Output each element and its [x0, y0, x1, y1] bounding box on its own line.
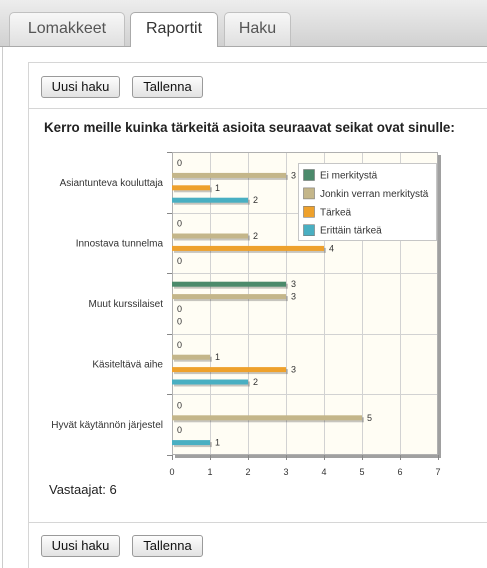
data-label-tarkea-asiantunteva-kouluttaja: 1	[215, 183, 220, 193]
x-tick-label-2: 2	[245, 467, 250, 477]
data-label-erittain-tarkea-hyvat-kaytannon-jarjestel: 1	[215, 438, 220, 448]
x-tick-label-6: 6	[397, 467, 402, 477]
save-button-bottom[interactable]: Tallenna	[132, 535, 203, 557]
data-label-tarkea-hyvat-kaytannon-jarjestel: 0	[177, 425, 182, 435]
bar-jonkin-verran-merkitysta-muut-kurssilaiset	[172, 294, 286, 300]
tab-bar: Lomakkeet Raportit Haku	[0, 0, 487, 47]
x-tick-label-4: 4	[321, 467, 326, 477]
tab-lomakkeet[interactable]: Lomakkeet	[9, 12, 125, 46]
data-label-erittain-tarkea-kasiteltava-aihe: 2	[253, 377, 258, 387]
legend-label-ei-merkitysta: Ei merkitystä	[320, 171, 378, 182]
data-label-ei-merkitysta-hyvat-kaytannon-jarjestel: 0	[177, 400, 182, 410]
bar-erittain-tarkea-asiantunteva-kouluttaja	[172, 197, 248, 203]
respondents-summary: Vastaajat: 6	[49, 482, 117, 498]
tab-panel-border	[2, 47, 3, 568]
bar-jonkin-verran-merkitysta-kasiteltava-aihe	[172, 354, 210, 360]
plot-border	[172, 152, 438, 455]
x-tick-label-7: 7	[435, 467, 440, 477]
category-label-kasiteltava-aihe: Käsiteltävä aihe	[92, 360, 163, 371]
question-heading: Kerro meille kuinka tärkeitä asioita seu…	[44, 120, 455, 135]
tab-haku[interactable]: Haku	[224, 12, 291, 46]
x-tick-label-0: 0	[169, 467, 174, 477]
data-label-jonkin-verran-merkitysta-innostava-tunnelma: 2	[253, 231, 258, 241]
legend-swatch-tarkea	[303, 206, 315, 218]
category-label-muut-kurssilaiset: Muut kurssilaiset	[89, 299, 164, 310]
divider-top	[28, 108, 487, 109]
data-label-jonkin-verran-merkitysta-asiantunteva-kouluttaja: 3	[291, 170, 296, 180]
data-label-ei-merkitysta-kasiteltava-aihe: 0	[177, 340, 182, 350]
bar-erittain-tarkea-hyvat-kaytannon-jarjestel	[172, 440, 210, 446]
respondents-label: Vastaajat:	[49, 482, 106, 497]
new-search-button-top[interactable]: Uusi haku	[41, 76, 120, 98]
data-label-tarkea-innostava-tunnelma: 4	[329, 243, 334, 253]
report-box	[28, 62, 487, 568]
data-label-tarkea-kasiteltava-aihe: 3	[291, 365, 296, 375]
category-label-asiantunteva-kouluttaja: Asiantunteva kouluttaja	[60, 178, 164, 189]
data-label-jonkin-verran-merkitysta-muut-kurssilaiset: 3	[291, 292, 296, 302]
bar-jonkin-verran-merkitysta-innostava-tunnelma	[172, 233, 248, 239]
bar-jonkin-verran-merkitysta-asiantunteva-kouluttaja	[172, 172, 286, 178]
legend-label-erittain-tarkea: Erittäin tärkeä	[320, 226, 382, 237]
legend-swatch-jonkin-verran-merkitysta	[303, 187, 315, 200]
legend	[298, 163, 437, 241]
category-label-innostava-tunnelma: Innostava tunnelma	[76, 238, 164, 249]
save-button-top[interactable]: Tallenna	[132, 76, 203, 98]
bar-tarkea-asiantunteva-kouluttaja	[172, 185, 210, 191]
bar-jonkin-verran-merkitysta-hyvat-kaytannon-jarjestel	[172, 415, 362, 421]
legend-label-tarkea: Tärkeä	[320, 207, 352, 218]
respondents-count: 6	[109, 482, 117, 497]
legend-swatch-ei-merkitysta	[303, 169, 315, 181]
x-tick-label-1: 1	[207, 467, 212, 477]
x-tick-label-5: 5	[359, 467, 364, 477]
data-label-jonkin-verran-merkitysta-hyvat-kaytannon-jarjestel: 5	[367, 413, 372, 423]
data-label-erittain-tarkea-innostava-tunnelma: 0	[177, 256, 182, 266]
divider-bottom	[28, 522, 487, 523]
bar-chart: 0 1 2 3 4 5 6 7 Asiantunteva kouluttaja Innostava…	[51, 152, 441, 477]
bar-erittain-tarkea-kasiteltava-aihe	[172, 379, 248, 385]
bar-ei-merkitysta-muut-kurssilaiset	[172, 281, 286, 287]
data-label-erittain-tarkea-muut-kurssilaiset: 0	[177, 316, 182, 326]
data-label-ei-merkitysta-asiantunteva-kouluttaja: 0	[177, 158, 182, 168]
tab-raportit[interactable]: Raportit	[130, 12, 218, 47]
data-label-ei-merkitysta-muut-kurssilaiset: 3	[291, 279, 296, 289]
legend-label-jonkin-verran-merkitysta: Jonkin verran merkitystä	[320, 189, 429, 200]
data-label-erittain-tarkea-asiantunteva-kouluttaja: 2	[253, 195, 258, 205]
data-label-jonkin-verran-merkitysta-kasiteltava-aihe: 1	[215, 352, 220, 362]
x-tick-label-3: 3	[283, 467, 288, 477]
category-label-hyvat-kaytannon-jarjestel: Hyvät käytännön järjestel	[51, 420, 163, 431]
bar-tarkea-kasiteltava-aihe	[172, 367, 286, 373]
bar-tarkea-innostava-tunnelma	[172, 245, 324, 251]
data-label-tarkea-muut-kurssilaiset: 0	[177, 304, 182, 314]
legend-swatch-erittain-tarkea	[303, 224, 315, 236]
new-search-button-bottom[interactable]: Uusi haku	[41, 535, 120, 557]
data-label-ei-merkitysta-innostava-tunnelma: 0	[177, 219, 182, 229]
